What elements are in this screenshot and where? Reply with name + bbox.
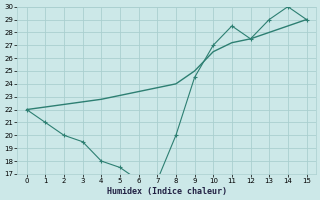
X-axis label: Humidex (Indice chaleur): Humidex (Indice chaleur) [107,187,227,196]
